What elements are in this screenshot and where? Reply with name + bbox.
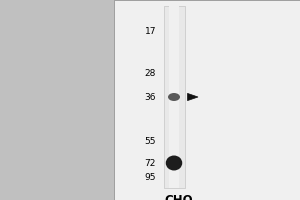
Ellipse shape (166, 156, 182, 170)
Ellipse shape (168, 93, 180, 101)
Text: 72: 72 (145, 158, 156, 168)
Bar (164, 6, 184, 188)
Bar (169, 6, 179, 188)
Text: CHO: CHO (164, 194, 193, 200)
Polygon shape (188, 93, 198, 101)
Text: 28: 28 (145, 68, 156, 77)
Text: 36: 36 (145, 92, 156, 102)
Text: 55: 55 (145, 138, 156, 146)
Text: 95: 95 (145, 172, 156, 182)
Text: 17: 17 (145, 26, 156, 36)
Bar (114, 0, 300, 200)
